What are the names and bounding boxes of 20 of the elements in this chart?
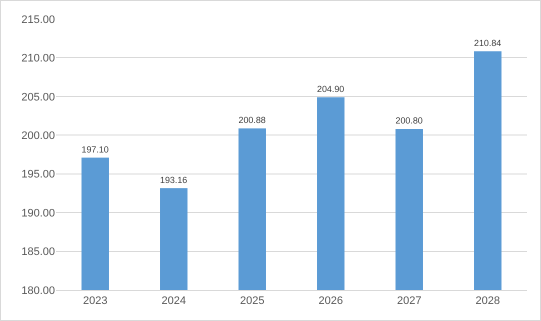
data-label: 200.80 — [396, 116, 423, 126]
y-tick-label: 205.00 — [21, 91, 55, 104]
y-tick-label: 215.00 — [21, 14, 55, 26]
y-tick-label: 210.00 — [21, 52, 55, 65]
x-tick-label: 2025 — [240, 295, 264, 308]
data-label: 210.84 — [474, 38, 502, 48]
y-tick-label: 190.00 — [21, 207, 55, 220]
data-label: 200.88 — [238, 115, 266, 126]
x-tick-label: 2024 — [162, 295, 186, 308]
data-label: 197.10 — [82, 144, 109, 154]
x-tick-label: 2027 — [397, 295, 422, 308]
x-tick-label: 2026 — [318, 295, 343, 308]
y-tick-label: 180.00 — [21, 284, 55, 297]
x-tick-label: 2028 — [476, 295, 500, 308]
y-tick-label: 185.00 — [21, 246, 55, 258]
x-tick-label: 2023 — [83, 295, 108, 308]
data-label: 193.16 — [160, 174, 188, 185]
y-tick-label: 195.00 — [21, 168, 55, 181]
data-label: 204.90 — [317, 84, 344, 94]
y-tick-label: 200.00 — [21, 130, 55, 142]
